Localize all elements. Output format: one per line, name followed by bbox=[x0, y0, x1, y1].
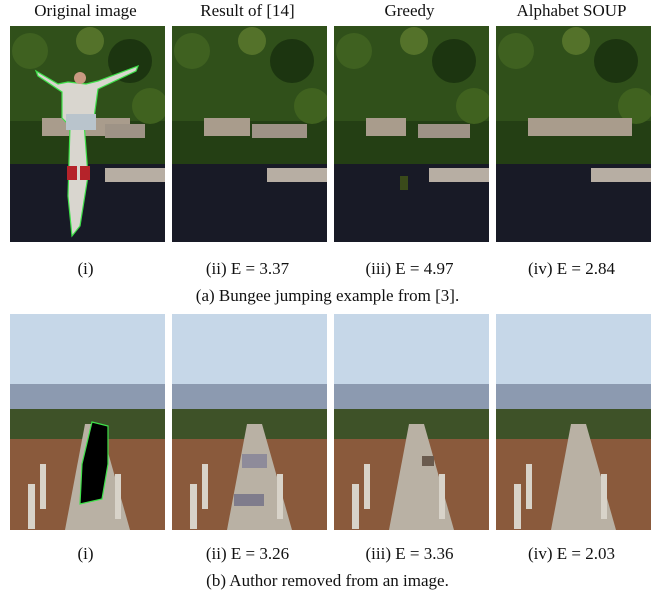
bungee-result-14-image bbox=[172, 26, 327, 242]
column-header-original: Original image bbox=[34, 1, 137, 20]
bungee-subcaption-ii: (ii) E = 3.37 bbox=[205, 259, 290, 278]
column-header-result-14: Result of [14] bbox=[200, 1, 295, 20]
author-subcaption-i: (i) bbox=[77, 544, 94, 563]
author-result-14-image bbox=[172, 314, 327, 530]
column-header-greedy: Greedy bbox=[384, 1, 435, 20]
author-subcaption-iv: (iv) E = 2.03 bbox=[527, 544, 616, 563]
bungee-greedy-image bbox=[334, 26, 489, 242]
author-original-image bbox=[10, 314, 165, 530]
bungee-subcaption-iii: (iii) E = 4.97 bbox=[365, 259, 454, 278]
author-subcaption-iii: (iii) E = 3.36 bbox=[365, 544, 454, 563]
author-caption: (b) Author removed from an image. bbox=[206, 571, 449, 590]
author-greedy-image bbox=[334, 314, 489, 530]
column-header-alphabet-soup: Alphabet SOUP bbox=[516, 1, 627, 20]
author-subcaption-ii: (ii) E = 3.26 bbox=[205, 544, 290, 563]
bungee-original-image bbox=[10, 26, 165, 242]
bungee-alphabet-soup-image bbox=[496, 26, 651, 242]
bungee-subcaption-i: (i) bbox=[77, 259, 94, 278]
bungee-subcaption-iv: (iv) E = 2.84 bbox=[527, 259, 616, 278]
author-alphabet-soup-image bbox=[496, 314, 651, 530]
bungee-caption: (a) Bungee jumping example from [3]. bbox=[195, 286, 460, 305]
